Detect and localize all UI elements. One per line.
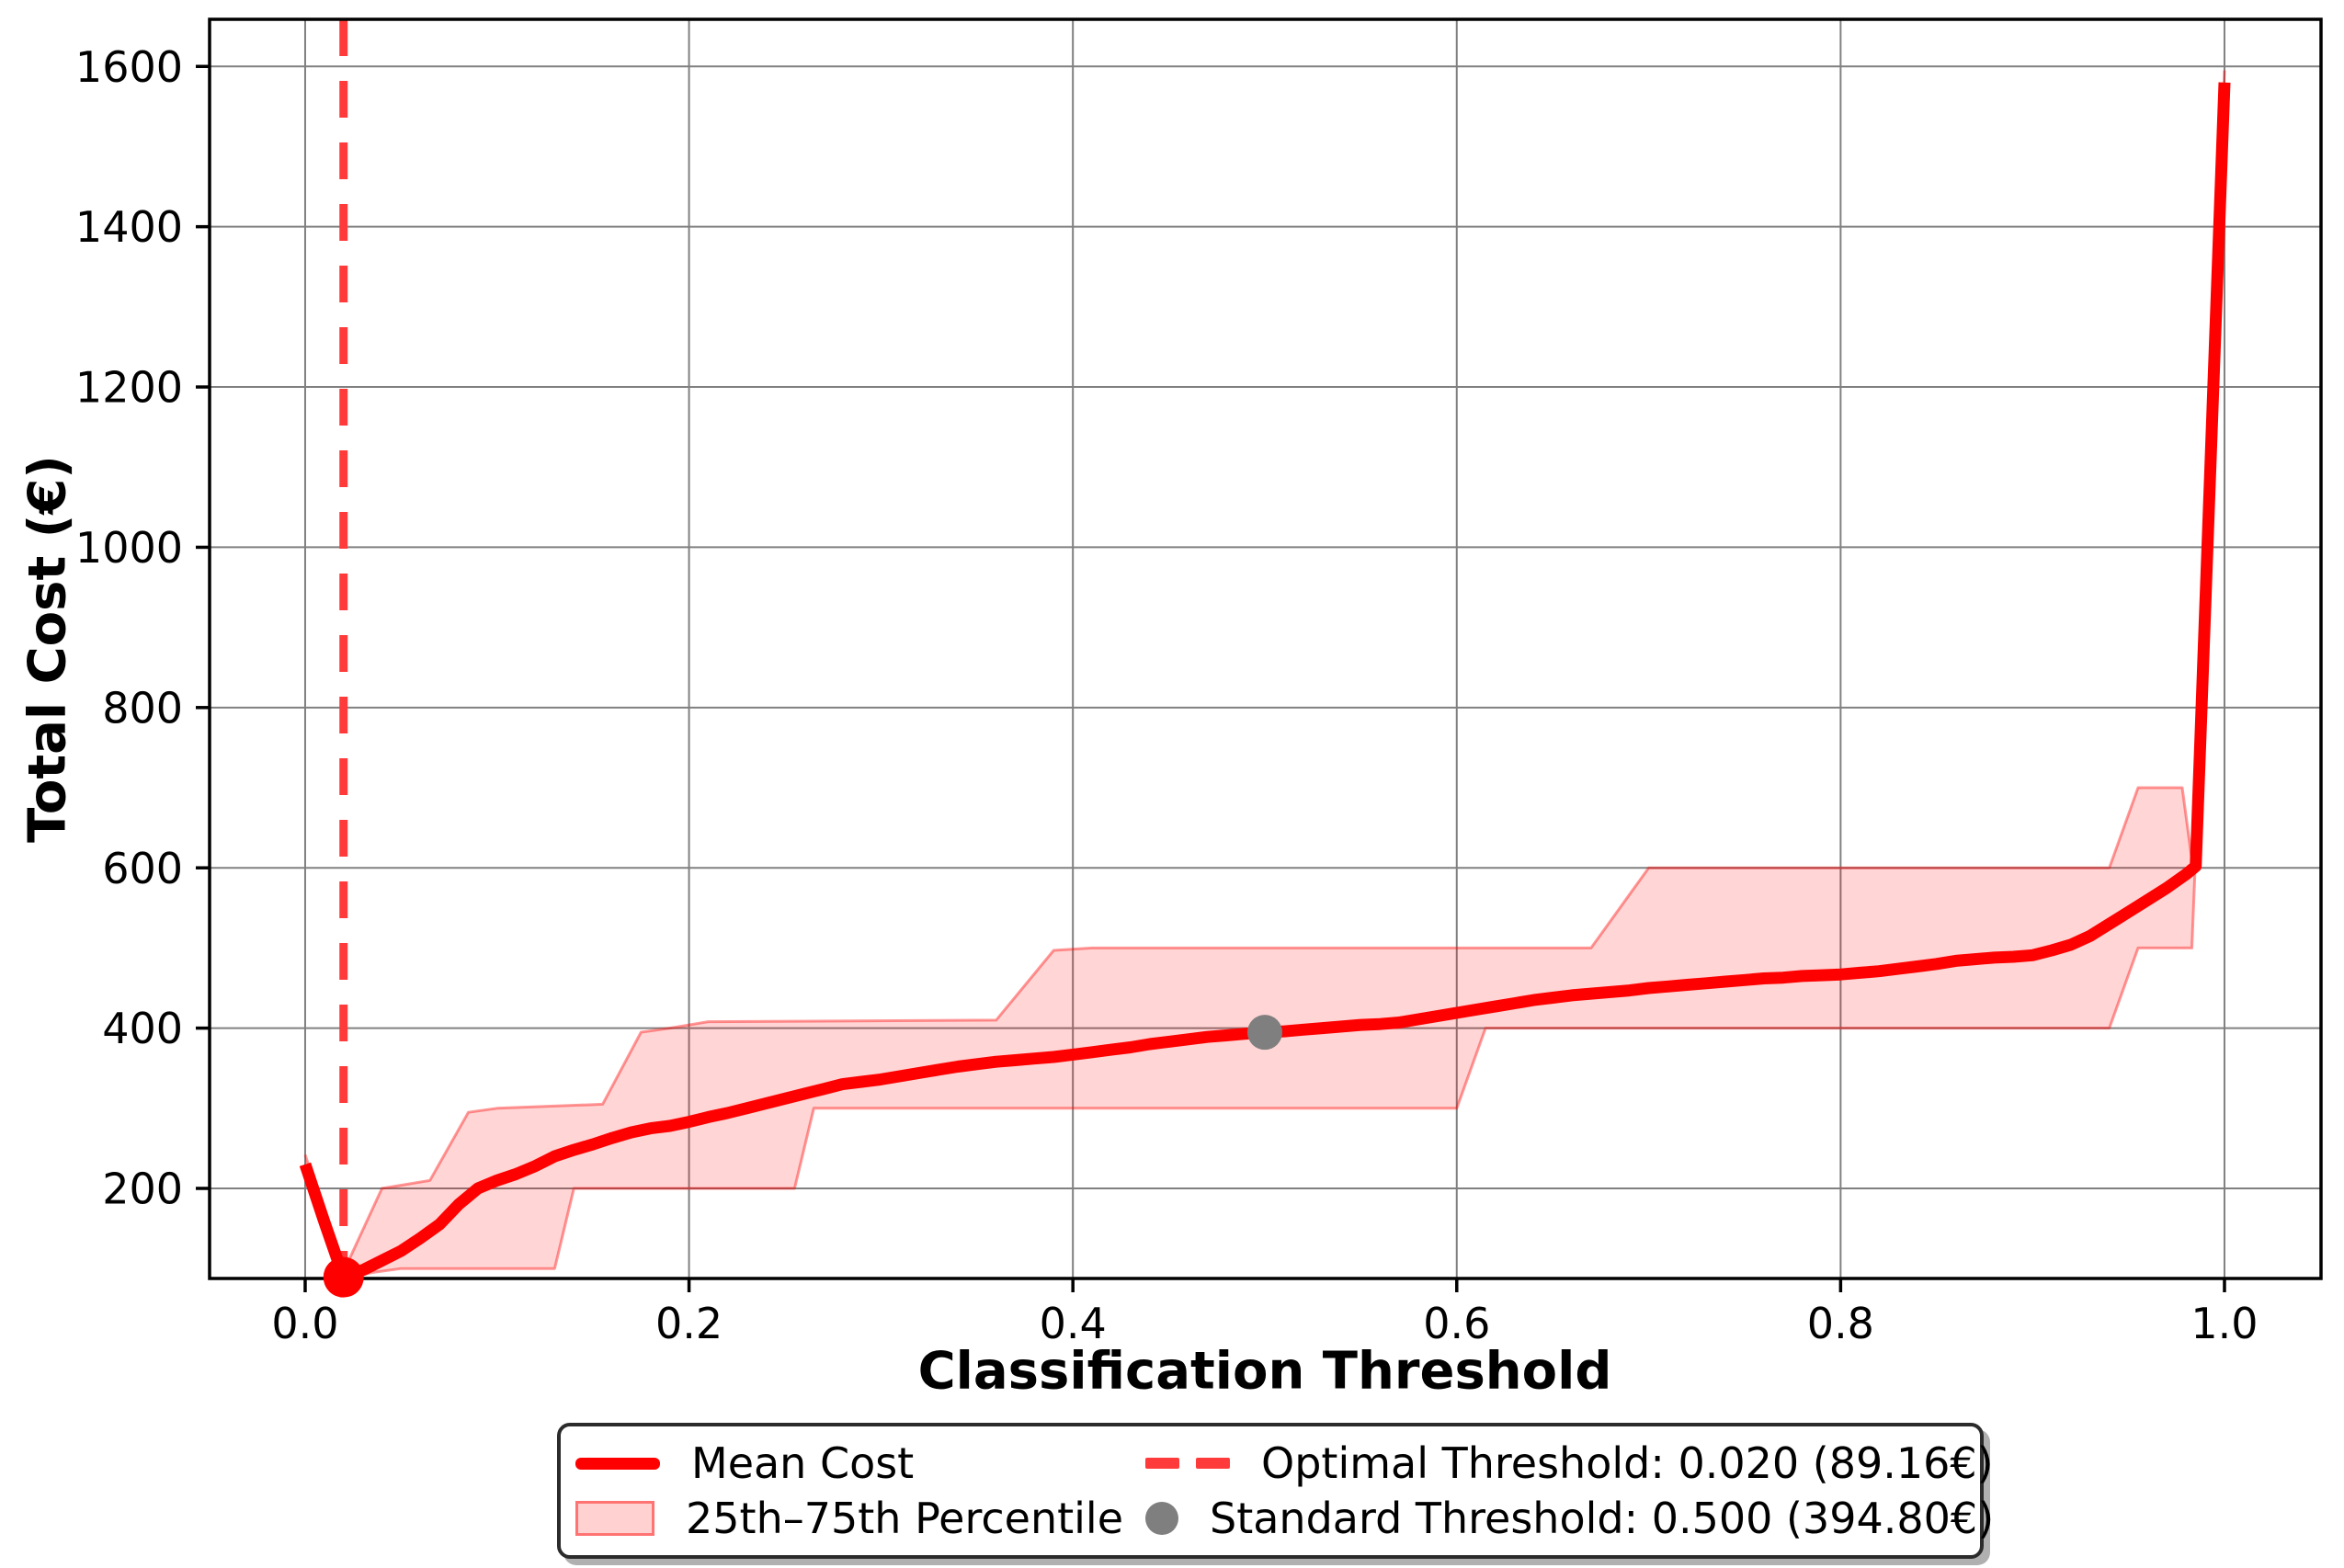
legend-label-mean-cost: Mean Cost [691,1438,915,1488]
y-tick-label: 1400 [75,202,183,252]
axis-ticks: 0.0 0.2 0.4 0.6 0.8 1.0 200 400 600 800 1000 1200 14… [75,42,2259,1348]
x-tick-label: 0.4 [1040,1299,1107,1348]
x-tick-label: 0.8 [1807,1299,1874,1348]
y-tick-label: 800 [102,683,183,733]
y-axis-title: Total Cost (€) [17,455,78,843]
legend-label-percentile-band: 25th–75th Percentile [686,1494,1124,1543]
legend: Mean Cost Optimal Threshold: 0.020 (89.1… [557,1423,1994,1559]
y-tick-label: 200 [102,1165,183,1214]
optimal-point-marker [323,1256,364,1298]
x-axis-title: Classification Threshold [917,1341,1612,1402]
red-line-icon [575,1457,660,1470]
y-tick-label: 1000 [75,523,183,573]
legend-item-optimal-threshold: Optimal Threshold: 0.020 (89.16€) [1145,1438,1994,1488]
x-tick-label: 0.2 [655,1299,723,1348]
legend-label-optimal-threshold: Optimal Threshold: 0.020 (89.16€) [1261,1438,1994,1488]
x-tick-label: 0.6 [1423,1299,1490,1348]
y-tick-label: 400 [102,1004,183,1053]
x-tick-label: 0.0 [271,1299,338,1348]
gray-dot-icon [1145,1502,1178,1535]
y-tick-label: 1200 [75,363,183,413]
legend-label-standard-threshold: Standard Threshold: 0.500 (394.80€) [1210,1494,1995,1543]
x-tick-label: 1.0 [2190,1299,2258,1348]
y-tick-label: 1600 [75,42,183,92]
red-dashed-line-icon [1145,1458,1230,1469]
legend-item-percentile-band: 25th–75th Percentile [575,1494,1145,1543]
plot-border [208,17,2323,1280]
pink-band-icon [575,1501,654,1536]
y-tick-label: 600 [102,844,183,893]
legend-item-mean-cost: Mean Cost [575,1438,1145,1488]
legend-item-standard-threshold: Standard Threshold: 0.500 (394.80€) [1145,1494,1994,1543]
percentile-band [303,70,2226,1280]
standard-point-marker [1246,1015,1282,1051]
